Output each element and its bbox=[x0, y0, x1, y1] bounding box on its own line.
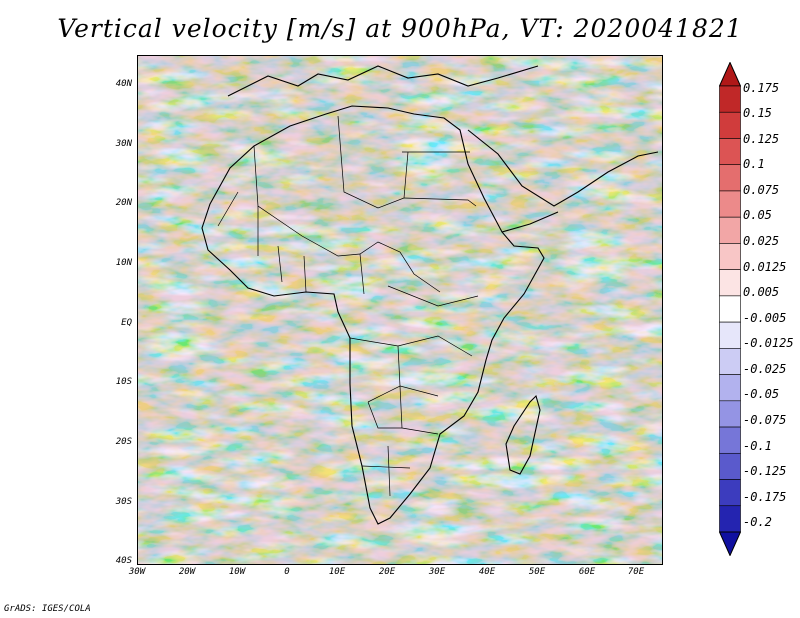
map-panel bbox=[137, 55, 663, 565]
colorbar-segment bbox=[719, 85, 741, 113]
lon-label: 10E bbox=[328, 567, 346, 577]
colorbar-label: -0.075 bbox=[743, 413, 787, 427]
lon-label: 20W bbox=[178, 567, 196, 577]
colorbar-bottom-arrow bbox=[719, 531, 741, 556]
colorbar-segment bbox=[719, 400, 741, 428]
lat-label: 10N bbox=[115, 258, 132, 268]
lat-label: 40N bbox=[115, 79, 132, 89]
colorbar-label: 0.025 bbox=[743, 234, 780, 248]
colorbar-segment bbox=[719, 426, 741, 454]
colorbar-label: -0.0125 bbox=[743, 336, 794, 350]
colorbar-label: -0.005 bbox=[743, 311, 787, 325]
colorbar-label: -0.125 bbox=[743, 464, 787, 478]
colorbar-segment bbox=[719, 216, 741, 244]
lat-label: 30N bbox=[115, 139, 132, 149]
coastlines bbox=[201, 65, 659, 525]
lat-label: 20N bbox=[115, 198, 132, 208]
colorbar bbox=[719, 62, 741, 556]
lat-label: 20S bbox=[115, 437, 132, 447]
lon-label: 30W bbox=[128, 567, 146, 577]
colorbar-label: 0.175 bbox=[743, 81, 780, 95]
lon-label: 70E bbox=[627, 567, 645, 577]
footer-credit: GrADS: IGES/COLA bbox=[4, 604, 91, 614]
colorbar-segment bbox=[719, 164, 741, 192]
colorbar-segment bbox=[719, 348, 741, 375]
lon-label: 30E bbox=[428, 567, 446, 577]
colorbar-segment bbox=[719, 321, 741, 349]
colorbar-label: -0.1 bbox=[743, 439, 772, 453]
arabia-coastline bbox=[467, 129, 659, 233]
colorbar-label: 0.125 bbox=[743, 132, 780, 146]
field-streaks bbox=[138, 56, 662, 564]
lon-label: 10W bbox=[228, 567, 246, 577]
colorbar-label: 0.15 bbox=[743, 106, 772, 120]
colorbar-segment bbox=[719, 269, 741, 297]
colorbar-segment bbox=[719, 295, 741, 323]
colorbar-label: 0.075 bbox=[743, 183, 780, 197]
europe-coastline bbox=[227, 65, 539, 97]
colorbar-label: 0.1 bbox=[743, 157, 765, 171]
africa-coastline bbox=[201, 105, 545, 525]
lat-label: EQ bbox=[121, 318, 132, 328]
lon-label: 20E bbox=[378, 567, 396, 577]
lat-label: 10S bbox=[115, 377, 132, 387]
colorbar-label: -0.025 bbox=[743, 362, 787, 376]
map-title: Vertical velocity [m/s] at 900hPa, VT: 2… bbox=[57, 14, 743, 43]
colorbar-label: -0.175 bbox=[743, 490, 787, 504]
colorbar-label: -0.2 bbox=[743, 515, 772, 529]
colorbar-segment bbox=[719, 479, 741, 507]
lon-label: 0 bbox=[284, 567, 290, 577]
lat-label: 40S bbox=[115, 556, 132, 566]
colorbar-label: 0.05 bbox=[743, 208, 772, 222]
velocity-field bbox=[138, 56, 662, 564]
colorbar-segment bbox=[719, 243, 741, 270]
madagascar-coastline bbox=[505, 394, 541, 475]
colorbar-label: 0.0125 bbox=[743, 260, 787, 274]
colorbar-segment bbox=[719, 138, 741, 166]
lon-label: 50E bbox=[528, 567, 546, 577]
colorbar-segment bbox=[719, 452, 741, 480]
colorbar-segment bbox=[719, 374, 741, 402]
colorbar-top-arrow bbox=[719, 62, 741, 87]
colorbar-label: 0.005 bbox=[743, 285, 780, 299]
colorbar-segment bbox=[719, 505, 741, 533]
colorbar-segment bbox=[719, 190, 741, 218]
colorbar-label: -0.05 bbox=[743, 387, 780, 401]
lon-label: 40E bbox=[478, 567, 496, 577]
country-borders bbox=[217, 115, 479, 497]
colorbar-segment bbox=[719, 111, 741, 139]
lat-label: 30S bbox=[115, 497, 132, 507]
lon-label: 60E bbox=[578, 567, 596, 577]
